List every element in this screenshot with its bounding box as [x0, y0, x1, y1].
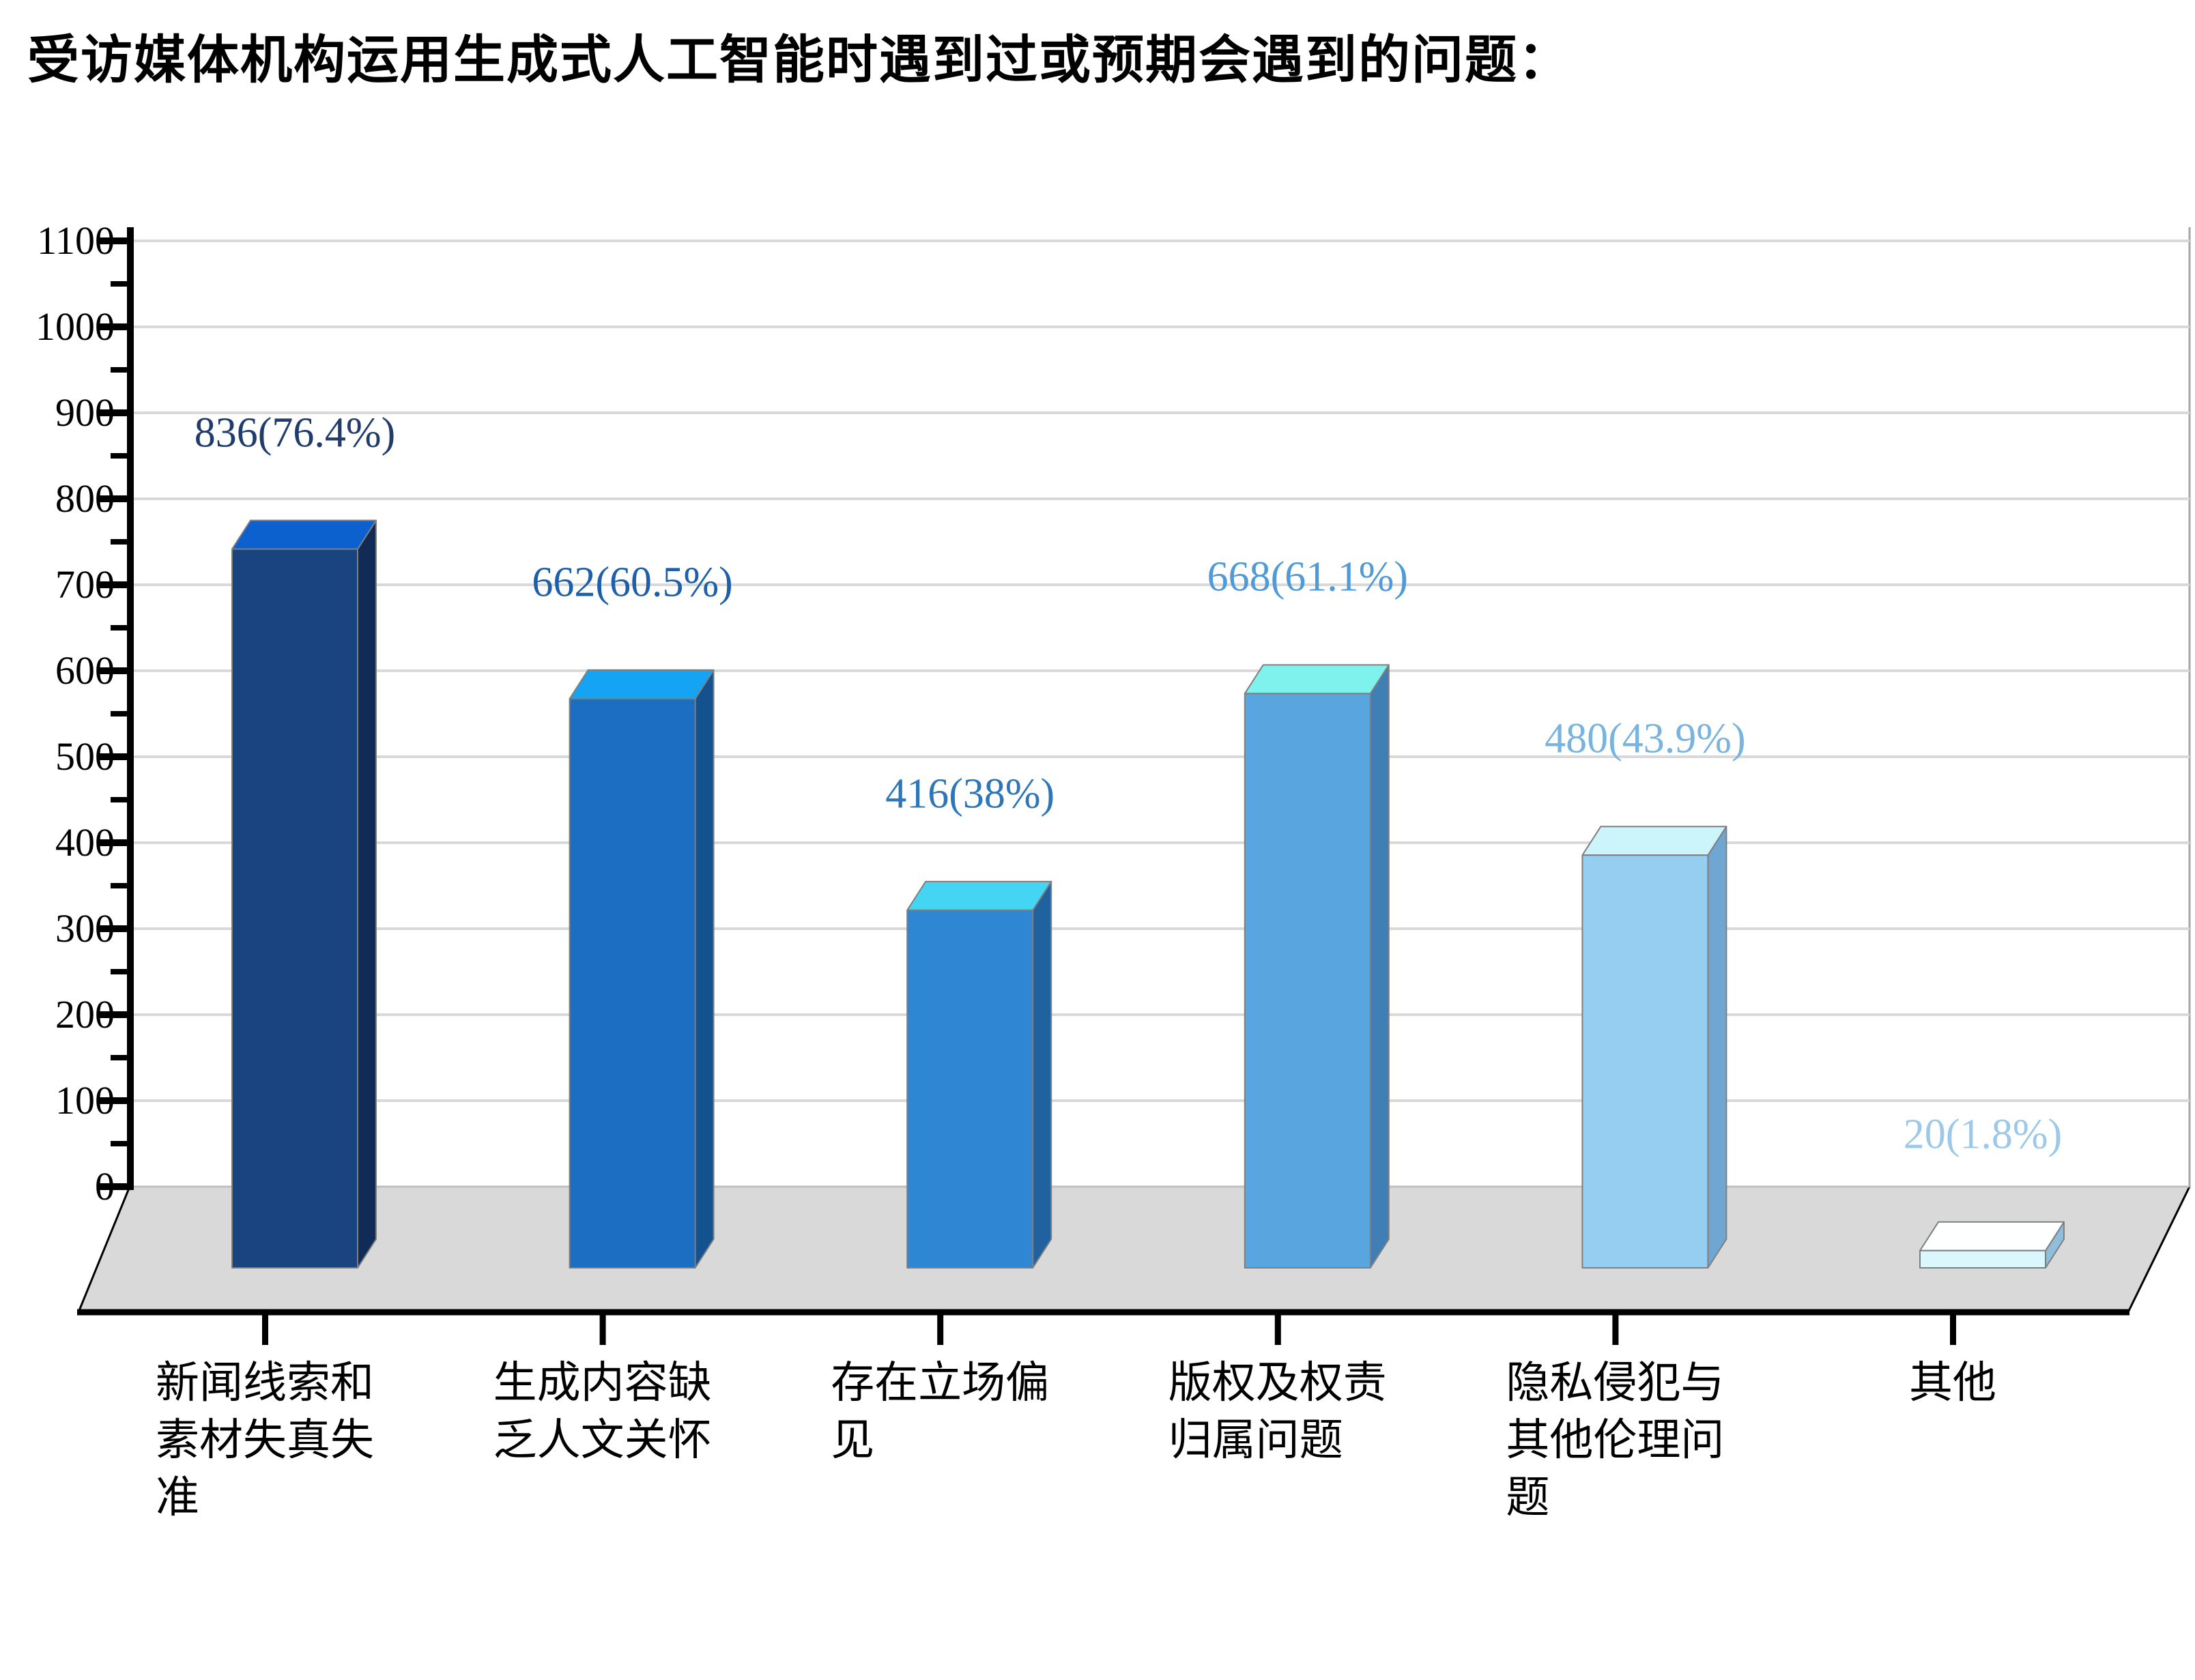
bar-6 — [1919, 1221, 2065, 1269]
y-axis-tick-label: 700 — [55, 562, 115, 607]
bar-top-face — [1244, 664, 1390, 695]
x-axis-tick — [1612, 1315, 1619, 1345]
y-major-tick — [98, 1183, 134, 1190]
category-label-line: 准 — [156, 1473, 199, 1522]
bar-front-face — [1244, 693, 1371, 1269]
bar-3 — [906, 880, 1052, 1269]
bar-top-face — [569, 669, 715, 699]
y-major-tick — [98, 1011, 134, 1018]
category-label-line: 隐私侵犯与 — [1506, 1359, 1725, 1407]
y-axis-tick-label: 800 — [55, 476, 115, 521]
bar-front-face — [231, 548, 358, 1269]
y-axis-tick-label: 300 — [55, 906, 115, 951]
bar-front-face — [1919, 1249, 2046, 1269]
y-axis-tick-label: 400 — [55, 820, 115, 865]
bar-top-face — [1919, 1221, 2065, 1251]
y-axis-tick-label: 1000 — [35, 304, 115, 349]
y-axis-tick-label: 200 — [55, 992, 115, 1037]
bar-side-face — [694, 669, 715, 1269]
y-axis-line — [127, 227, 134, 1190]
category-label: 隐私侵犯与其他伦理问题 — [1506, 1355, 1724, 1526]
y-minor-tick — [111, 711, 134, 716]
y-axis-tick-label: 900 — [55, 390, 115, 435]
y-minor-tick — [111, 453, 134, 459]
y-major-tick — [98, 1097, 134, 1104]
y-minor-tick — [111, 797, 134, 802]
y-axis-tick-label: 600 — [55, 648, 115, 693]
bar-top-face — [906, 880, 1052, 911]
bar-5 — [1581, 826, 1727, 1269]
category-label-line: 乏人文关怀 — [493, 1416, 712, 1464]
y-major-tick — [98, 495, 134, 502]
bar-4 — [1244, 664, 1390, 1269]
category-label-line: 归属问题 — [1168, 1416, 1343, 1464]
category-label-line: 题 — [1506, 1473, 1550, 1522]
bar-front-face — [906, 909, 1034, 1269]
bar-side-face — [357, 519, 377, 1269]
x-axis-tick — [1274, 1315, 1281, 1345]
bar-front-face — [569, 697, 696, 1269]
bar-top-face — [1581, 826, 1727, 856]
category-label-line: 其他 — [1909, 1359, 1996, 1407]
bar-side-face — [1032, 880, 1052, 1269]
y-axis-tick-label: 100 — [55, 1078, 115, 1123]
category-label: 新闻线索和素材失真失准 — [156, 1355, 374, 1526]
y-major-tick — [98, 925, 134, 932]
y-minor-tick — [111, 281, 134, 287]
floor-left-edge — [77, 1186, 131, 1313]
category-label: 版权及权责 归属问题 — [1168, 1355, 1387, 1469]
y-minor-tick — [111, 367, 134, 373]
x-axis-tick — [1950, 1315, 1956, 1345]
y-major-tick — [98, 667, 134, 674]
value-label: 668(61.1%) — [1207, 553, 1409, 600]
bar-1 — [231, 519, 377, 1269]
category-label-line: 素材失真失 — [156, 1416, 374, 1464]
y-major-tick — [98, 237, 134, 244]
y-minor-tick — [111, 1141, 134, 1146]
category-label-line: 版权及权责 — [1168, 1359, 1387, 1407]
category-label-line: 生成内容缺 — [493, 1359, 712, 1407]
x-axis-tick — [262, 1315, 268, 1345]
value-label: 416(38%) — [885, 770, 1055, 817]
value-label: 20(1.8%) — [1903, 1111, 2063, 1158]
y-axis-tick-label: 1100 — [37, 218, 115, 263]
category-label: 其他 — [1909, 1355, 1996, 1412]
y-axis-tick-label: 0 — [95, 1164, 115, 1208]
category-label-line: 存在立场偏 — [831, 1359, 1050, 1407]
category-label: 生成内容缺乏人文关怀 — [493, 1355, 712, 1469]
y-major-tick — [98, 753, 134, 760]
value-label: 836(76.4%) — [194, 409, 396, 457]
category-label-line: 新闻线索和 — [156, 1359, 374, 1407]
x-axis-tick — [937, 1315, 944, 1345]
y-major-tick — [98, 839, 134, 846]
bar-2 — [569, 669, 715, 1269]
floor — [78, 1187, 2190, 1312]
y-minor-tick — [111, 1055, 134, 1060]
y-minor-tick — [111, 969, 134, 974]
bar-front-face — [1581, 854, 1709, 1269]
y-major-tick — [98, 581, 134, 588]
y-major-tick — [98, 323, 134, 330]
bar-side-face — [1369, 664, 1390, 1269]
chart-title: 受访媒体机构运用生成式人工智能时遇到过或预期会遇到的问题： — [27, 31, 1571, 89]
category-label-line: 其他伦理问 — [1506, 1416, 1725, 1464]
bar-top-face — [231, 519, 377, 550]
value-label: 480(43.9%) — [1545, 715, 1746, 762]
category-label: 存在立场偏见 — [831, 1355, 1049, 1469]
category-label-line: 见 — [831, 1416, 875, 1464]
bar-side-face — [1707, 826, 1727, 1269]
value-label: 662(60.5%) — [532, 559, 733, 606]
y-major-tick — [98, 409, 134, 416]
y-minor-tick — [111, 539, 134, 545]
floor-right-edge — [2127, 1186, 2191, 1313]
x-axis-tick — [599, 1315, 606, 1345]
y-minor-tick — [111, 883, 134, 888]
y-minor-tick — [111, 625, 134, 631]
y-axis-tick-label: 500 — [55, 734, 115, 779]
